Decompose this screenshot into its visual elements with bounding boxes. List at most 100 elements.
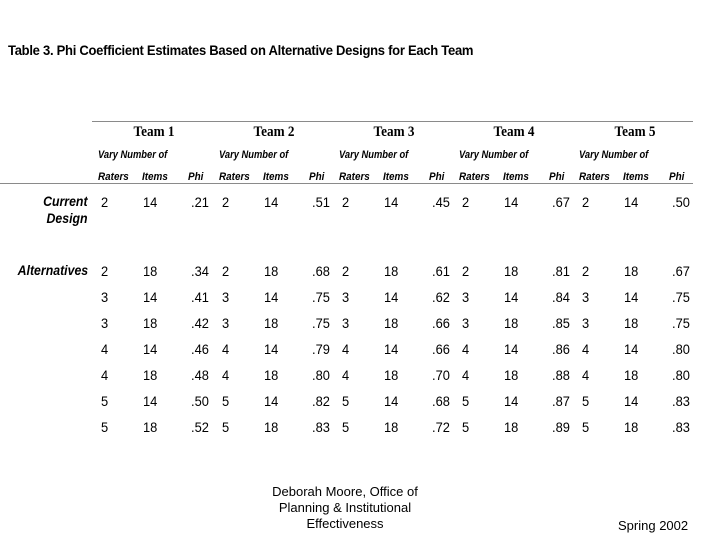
alternative-row-1-cell-phi-team-1: .34 bbox=[191, 263, 209, 279]
alternative-row-4-cell-phi-team-2: .79 bbox=[312, 341, 330, 357]
team-header-1: Team 1 bbox=[133, 124, 175, 140]
table-title: Table 3. Phi Coefficient Estimates Based… bbox=[8, 42, 474, 58]
alternative-row-2-cell-phi-team-5: .75 bbox=[672, 289, 690, 305]
alternative-row-3-cell-raters-team-4: 3 bbox=[462, 315, 470, 331]
alternative-row-6-cell-items-team-3: 14 bbox=[384, 393, 399, 409]
current-design-cell-phi-team-1: .21 bbox=[191, 194, 209, 210]
alternative-row-4-cell-raters-team-5: 4 bbox=[582, 341, 590, 357]
alternative-row-7-cell-items-team-3: 18 bbox=[384, 419, 399, 435]
current-design-cell-items-team-3: 14 bbox=[384, 194, 399, 210]
alternative-row-7-cell-phi-team-5: .83 bbox=[672, 419, 690, 435]
current-design-cell-raters-team-5: 2 bbox=[582, 194, 590, 210]
alternative-row-4-cell-raters-team-3: 4 bbox=[342, 341, 350, 357]
alternative-row-5-cell-raters-team-3: 4 bbox=[342, 367, 350, 383]
alternative-row-2-cell-phi-team-4: .84 bbox=[552, 289, 570, 305]
current-design-cell-phi-team-3: .45 bbox=[432, 194, 450, 210]
column-header-raters-team-4: Raters bbox=[459, 171, 490, 183]
alternative-row-4-cell-items-team-5: 14 bbox=[624, 341, 639, 357]
column-header-raters-team-5: Raters bbox=[579, 171, 610, 183]
alternative-row-2-cell-items-team-5: 14 bbox=[624, 289, 639, 305]
alternative-row-4-cell-items-team-3: 14 bbox=[384, 341, 399, 357]
alternative-row-3-cell-items-team-4: 18 bbox=[504, 315, 519, 331]
alternative-row-2-cell-items-team-1: 14 bbox=[143, 289, 158, 305]
alternative-row-6-cell-raters-team-4: 5 bbox=[462, 393, 470, 409]
alternative-row-3-cell-items-team-5: 18 bbox=[624, 315, 639, 331]
alternative-row-6-cell-items-team-2: 14 bbox=[264, 393, 279, 409]
alternative-row-1-cell-items-team-1: 18 bbox=[143, 263, 158, 279]
alternative-row-7-cell-items-team-4: 18 bbox=[504, 419, 519, 435]
alternative-row-3-cell-phi-team-2: .75 bbox=[312, 315, 330, 331]
alternative-row-1-cell-phi-team-5: .67 bbox=[672, 263, 690, 279]
alternative-row-2-cell-phi-team-1: .41 bbox=[191, 289, 209, 305]
alternative-row-1-cell-phi-team-4: .81 bbox=[552, 263, 570, 279]
alternative-row-1-cell-raters-team-4: 2 bbox=[462, 263, 470, 279]
alternative-row-2-cell-raters-team-2: 3 bbox=[222, 289, 230, 305]
row-label-current-design: Current Design bbox=[44, 193, 88, 227]
row-label-current-line1: Current bbox=[43, 193, 88, 209]
team-header-2: Team 2 bbox=[253, 124, 295, 140]
alternative-row-4-cell-raters-team-2: 4 bbox=[222, 341, 230, 357]
alternative-row-5-cell-phi-team-3: .70 bbox=[432, 367, 450, 383]
alternative-row-6-cell-raters-team-5: 5 bbox=[582, 393, 590, 409]
alternative-row-6-cell-phi-team-4: .87 bbox=[552, 393, 570, 409]
current-design-cell-phi-team-5: .50 bbox=[672, 194, 690, 210]
alternative-row-5-cell-raters-team-5: 4 bbox=[582, 367, 590, 383]
alternative-row-3-cell-raters-team-2: 3 bbox=[222, 315, 230, 331]
alternative-row-6-cell-items-team-1: 14 bbox=[143, 393, 158, 409]
alternative-row-7-cell-phi-team-4: .89 bbox=[552, 419, 570, 435]
alternative-row-6-cell-items-team-5: 14 bbox=[624, 393, 639, 409]
alternative-row-1-cell-phi-team-3: .61 bbox=[432, 263, 450, 279]
alternative-row-5-cell-items-team-4: 18 bbox=[504, 367, 519, 383]
column-header-raters-team-2: Raters bbox=[219, 171, 250, 183]
alternative-row-4-cell-phi-team-5: .80 bbox=[672, 341, 690, 357]
alternative-row-6-cell-raters-team-2: 5 bbox=[222, 393, 230, 409]
alternative-row-3-cell-items-team-3: 18 bbox=[384, 315, 399, 331]
current-design-cell-items-team-1: 14 bbox=[143, 194, 158, 210]
column-header-items-team-2: Items bbox=[263, 171, 289, 183]
vary-number-label-3: Vary Number of bbox=[339, 149, 409, 161]
table-top-rule bbox=[92, 121, 693, 122]
team-header-4: Team 4 bbox=[493, 124, 535, 140]
current-design-cell-phi-team-4: .67 bbox=[552, 194, 570, 210]
alternative-row-4-cell-items-team-1: 14 bbox=[143, 341, 158, 357]
alternative-row-7-cell-raters-team-3: 5 bbox=[342, 419, 350, 435]
footer-credit: Deborah Moore, Office of Planning & Inst… bbox=[255, 484, 435, 532]
footer-credit-line2: Planning & Institutional bbox=[278, 500, 412, 515]
row-label-alternatives: Alternatives bbox=[17, 262, 88, 278]
alternative-row-5-cell-items-team-3: 18 bbox=[384, 367, 399, 383]
alternative-row-3-cell-raters-team-5: 3 bbox=[582, 315, 590, 331]
alternative-row-1-cell-raters-team-5: 2 bbox=[582, 263, 590, 279]
vary-number-label-4: Vary Number of bbox=[459, 149, 529, 161]
current-design-cell-raters-team-2: 2 bbox=[222, 194, 230, 210]
alternative-row-5-cell-phi-team-5: .80 bbox=[672, 367, 690, 383]
alternative-row-2-cell-raters-team-3: 3 bbox=[342, 289, 350, 305]
alternative-row-2-cell-raters-team-4: 3 bbox=[462, 289, 470, 305]
alternative-row-6-cell-raters-team-3: 5 bbox=[342, 393, 350, 409]
current-design-cell-raters-team-4: 2 bbox=[462, 194, 470, 210]
alternative-row-5-cell-raters-team-2: 4 bbox=[222, 367, 230, 383]
alternative-row-4-cell-items-team-4: 14 bbox=[504, 341, 519, 357]
current-design-cell-items-team-5: 14 bbox=[624, 194, 639, 210]
alternative-row-6-cell-phi-team-1: .50 bbox=[191, 393, 209, 409]
alternative-row-1-cell-items-team-5: 18 bbox=[624, 263, 639, 279]
current-design-cell-raters-team-1: 2 bbox=[101, 194, 109, 210]
current-design-cell-phi-team-2: .51 bbox=[312, 194, 330, 210]
alternative-row-2-cell-items-team-2: 14 bbox=[264, 289, 279, 305]
alternative-row-3-cell-phi-team-3: .66 bbox=[432, 315, 450, 331]
alternative-row-1-cell-raters-team-3: 2 bbox=[342, 263, 350, 279]
alternative-row-5-cell-raters-team-4: 4 bbox=[462, 367, 470, 383]
alternative-row-5-cell-raters-team-1: 4 bbox=[101, 367, 109, 383]
alternative-row-5-cell-phi-team-2: .80 bbox=[312, 367, 330, 383]
footer-credit-line1: Deborah Moore, Office of bbox=[272, 484, 418, 499]
alternative-row-7-cell-items-team-5: 18 bbox=[624, 419, 639, 435]
column-header-items-team-5: Items bbox=[623, 171, 649, 183]
column-header-items-team-1: Items bbox=[142, 171, 168, 183]
alternative-row-6-cell-items-team-4: 14 bbox=[504, 393, 519, 409]
alternative-row-2-cell-phi-team-2: .75 bbox=[312, 289, 330, 305]
alternative-row-4-cell-raters-team-4: 4 bbox=[462, 341, 470, 357]
alternative-row-4-cell-items-team-2: 14 bbox=[264, 341, 279, 357]
column-header-raters-team-1: Raters bbox=[98, 171, 129, 183]
alternative-row-1-cell-items-team-3: 18 bbox=[384, 263, 399, 279]
alternative-row-7-cell-raters-team-4: 5 bbox=[462, 419, 470, 435]
column-header-phi-team-5: Phi bbox=[669, 171, 685, 183]
